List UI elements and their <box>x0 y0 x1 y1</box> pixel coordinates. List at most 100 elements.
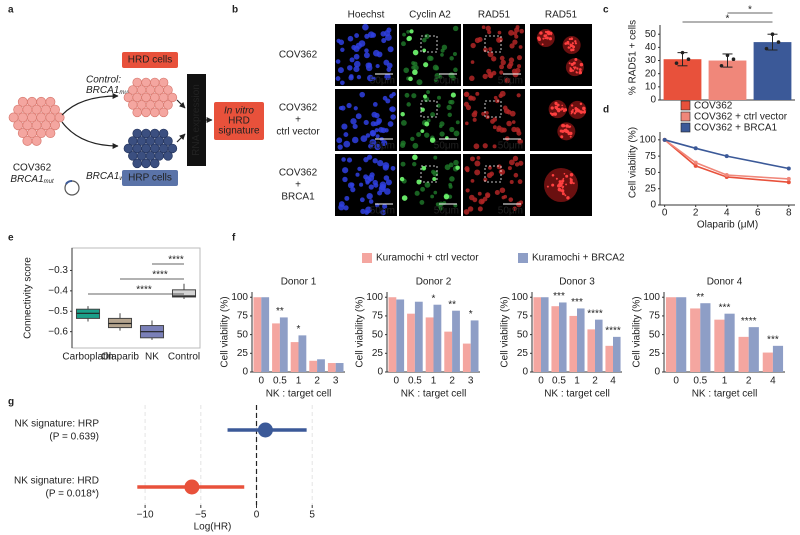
nucleus <box>340 105 346 111</box>
row-label: + <box>295 180 301 191</box>
nucleus <box>424 121 430 127</box>
nucleus <box>411 65 416 70</box>
row-label: + <box>295 115 301 126</box>
nucleus <box>406 29 410 34</box>
nucleus <box>487 30 492 35</box>
bar <box>407 313 415 372</box>
x-tick-label: 0.5 <box>273 376 287 387</box>
nucleus <box>367 31 375 39</box>
nucleus <box>342 167 349 174</box>
signature-label: HRD <box>228 116 250 127</box>
nucleus <box>419 199 425 205</box>
nucleus <box>368 184 374 190</box>
nucleus <box>517 179 523 185</box>
nucleus <box>490 119 495 124</box>
nucleus <box>512 39 518 45</box>
bar <box>335 363 344 372</box>
nucleus <box>389 93 394 99</box>
point <box>693 146 698 151</box>
point <box>731 57 736 62</box>
significance-label: ** <box>696 292 704 303</box>
nucleus <box>347 35 354 42</box>
nucleus <box>473 143 480 150</box>
facet-title: Donor 4 <box>707 277 743 288</box>
nucleus <box>474 160 481 167</box>
nucleus <box>435 202 440 207</box>
nucleus <box>349 57 355 63</box>
nucleus <box>426 90 431 95</box>
estimate <box>184 479 200 495</box>
nucleus <box>434 72 441 79</box>
nucleus <box>335 59 341 64</box>
nucleus <box>477 36 483 43</box>
nucleus <box>424 33 430 39</box>
cell <box>150 158 160 169</box>
nucleus <box>338 201 345 208</box>
nucleus <box>424 181 431 188</box>
arrow <box>61 121 119 149</box>
x-tick-label: 2 <box>746 376 752 387</box>
nucleus <box>433 155 438 160</box>
nucleus <box>342 176 348 183</box>
column-header: Cyclin A2 <box>409 10 451 21</box>
nucleus <box>408 76 413 82</box>
nucleus <box>365 180 370 185</box>
nucleus <box>344 195 350 201</box>
signature-box <box>214 102 264 140</box>
nucleus <box>496 125 502 131</box>
bar <box>753 42 792 100</box>
nucleus <box>353 106 358 111</box>
row-label: COV362 <box>279 50 318 61</box>
facet-title: Donor 1 <box>281 277 317 288</box>
nucleus <box>448 182 453 187</box>
nucleus <box>352 123 358 130</box>
y-tick-label: 0 <box>522 367 528 378</box>
nucleus <box>412 161 417 167</box>
column-header: RAD51 <box>478 10 511 21</box>
y-tick-label: 100 <box>639 134 656 145</box>
nucleus <box>381 139 388 147</box>
signature-label: signature <box>218 126 260 137</box>
foci <box>563 172 566 175</box>
nucleus <box>492 125 497 130</box>
point <box>786 166 791 171</box>
nucleus <box>452 51 457 57</box>
legend-label: COV362 <box>694 101 733 112</box>
cell-line: COV362 <box>13 163 52 174</box>
nucleus <box>506 120 512 127</box>
point <box>776 40 781 44</box>
point <box>786 176 791 181</box>
row-label: NK signature: HRP <box>15 419 100 430</box>
nucleus <box>487 51 494 58</box>
rna-label: RNA expression <box>191 84 202 156</box>
nucleus <box>432 64 439 71</box>
nucleus <box>449 126 455 133</box>
nucleus <box>363 52 370 59</box>
nucleus <box>449 176 455 182</box>
foci <box>568 37 571 41</box>
y-tick-label: 75 <box>372 311 384 322</box>
bar <box>414 301 423 372</box>
nucleus <box>519 28 524 34</box>
bar <box>690 308 701 372</box>
nucleus <box>465 168 470 173</box>
arrow <box>176 99 186 109</box>
x-tick-label: 0 <box>673 376 679 387</box>
x-tick-label: −10 <box>137 510 154 521</box>
legend-label: COV362 + ctrl vector <box>694 112 788 123</box>
legend-swatch <box>518 253 528 263</box>
nucleus <box>481 111 486 116</box>
foci <box>560 135 564 139</box>
nucleus <box>387 121 394 127</box>
bar <box>290 342 299 372</box>
foci <box>564 129 568 133</box>
legend-swatch <box>362 253 372 263</box>
nucleus <box>383 175 390 181</box>
nucleus <box>412 69 418 76</box>
bar <box>452 310 460 372</box>
foci <box>559 129 563 133</box>
significance-label: *** <box>571 297 583 308</box>
p-value-label: (P = 0.018*) <box>46 489 99 500</box>
nucleus <box>478 198 485 205</box>
cell <box>163 151 173 161</box>
